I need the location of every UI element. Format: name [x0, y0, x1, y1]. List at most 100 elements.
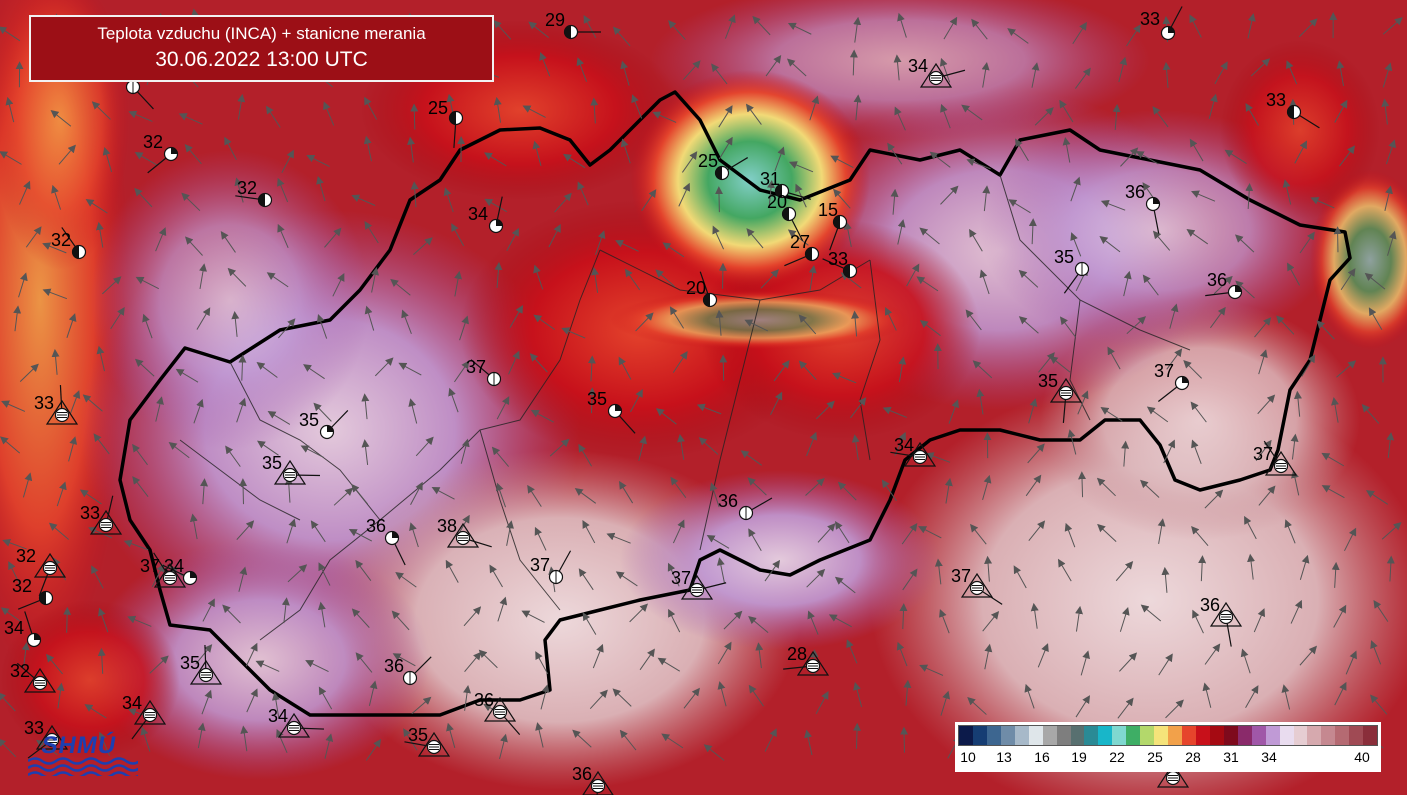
wind-arrow — [238, 566, 248, 592]
wind-arrow — [494, 261, 503, 288]
wind-arrow — [837, 481, 857, 501]
wind-arrow — [764, 559, 781, 582]
legend-color-bar — [958, 725, 1378, 746]
wind-arrow — [266, 272, 289, 288]
wind-arrow — [168, 441, 190, 459]
station-temperature: 36 — [1207, 270, 1227, 290]
wind-arrow — [300, 445, 324, 458]
country-border — [118, 90, 1352, 717]
wind-arrow — [398, 362, 422, 376]
wind-arrow — [351, 608, 370, 628]
haze-triangle-icon — [417, 731, 451, 757]
wind-arrow — [281, 149, 294, 173]
map-timestamp: 30.06.2022 13:00 UTC — [155, 48, 368, 71]
weather-station: 27 — [784, 232, 820, 267]
wind-arrow — [236, 520, 255, 540]
wind-arrow — [256, 362, 278, 378]
wind-arrow — [1258, 485, 1276, 506]
wind-arrow — [582, 612, 597, 635]
wind-arrow — [134, 187, 153, 208]
cloud-cover-fill-icon — [1153, 197, 1160, 204]
wind-arrow — [93, 433, 110, 455]
wind-arrow — [1282, 179, 1292, 205]
weather-station: 36 — [1205, 270, 1243, 300]
wind-arrow — [591, 267, 600, 293]
wind-arrow — [717, 681, 727, 707]
wind-arrow — [391, 610, 410, 631]
wind-arrow — [832, 372, 857, 384]
wind-arrow — [916, 276, 939, 292]
wind-arrow — [929, 151, 951, 168]
wind-arrow — [540, 684, 550, 710]
haze-triangle-icon — [919, 62, 953, 88]
wind-arrow — [368, 680, 378, 706]
wind-arrow — [718, 136, 733, 160]
wind-arrow — [134, 358, 155, 377]
stations-layer: 2920253232323425312015273320333433363536… — [4, 6, 1320, 795]
wind-arrow — [897, 12, 907, 38]
wind-arrow — [940, 103, 951, 129]
wind-arrow — [128, 110, 153, 122]
weather-station: 36 — [366, 516, 406, 566]
wind-arrow — [1018, 269, 1039, 288]
wind-arrow — [984, 555, 993, 582]
wind-arrow — [894, 431, 906, 456]
wind-arrow — [715, 309, 724, 336]
wind-arrow — [1333, 604, 1347, 628]
wind-arrow — [1059, 316, 1077, 338]
wind-arrow — [806, 431, 818, 457]
wind-arrow — [853, 722, 862, 749]
weather-station: 31 — [760, 169, 812, 200]
wind-arrow — [69, 390, 81, 415]
wind-arrow — [1299, 554, 1310, 580]
wind-arrow — [669, 306, 685, 329]
weather-station: 35 — [262, 453, 321, 485]
wind-arrow — [1204, 489, 1224, 509]
wind-arrow — [576, 57, 587, 82]
cloud-cover-fill-icon — [39, 591, 46, 605]
station-temperature: 34 — [894, 435, 914, 455]
wind-arrow — [943, 16, 958, 40]
wind-arrow — [1158, 653, 1173, 676]
wind-arrow — [1202, 682, 1212, 708]
wind-arrow — [574, 487, 597, 504]
wind-arrow — [463, 685, 472, 711]
wind-arrow — [967, 697, 987, 715]
wind-arrow — [748, 684, 764, 707]
wind-arrow — [371, 266, 380, 293]
wind-arrow — [415, 436, 434, 457]
wind-arrow — [1286, 60, 1298, 85]
weather-station: 37 — [530, 550, 572, 585]
wind-arrow — [1008, 199, 1031, 214]
wind-arrow — [1075, 67, 1091, 89]
wind-arrow — [231, 310, 240, 337]
wind-arrow — [196, 307, 211, 330]
wind-arrow — [853, 94, 862, 121]
weather-station: 37 — [466, 357, 502, 387]
wind-arrow — [484, 198, 508, 213]
logo-text: SHMÚ — [39, 732, 119, 759]
legend-tick-label: 34 — [1261, 749, 1277, 765]
station-temperature: 32 — [51, 230, 71, 250]
wind-arrow — [982, 474, 992, 501]
wind-arrow — [562, 153, 586, 169]
wind-arrow — [806, 568, 826, 588]
wind-arrow — [91, 565, 104, 589]
wind-arrow — [1123, 270, 1132, 297]
wind-arrow — [1373, 599, 1389, 622]
station-temperature: 34 — [908, 56, 928, 76]
cloud-cover-fill-icon — [833, 215, 840, 229]
station-temperature: 37 — [140, 556, 160, 576]
wind-arrow — [549, 438, 570, 457]
haze-triangle-icon — [960, 572, 994, 598]
weather-station: 33 — [34, 385, 79, 425]
wind-arrow — [1340, 268, 1356, 291]
legend-color-swatch — [986, 726, 1001, 745]
wind-arrow — [748, 528, 762, 552]
wind-arrow — [696, 403, 722, 415]
wind-arrow — [1096, 477, 1116, 497]
haze-triangle-icon — [1156, 762, 1190, 788]
weather-station: 32 — [16, 546, 67, 597]
wind-arrow — [1321, 452, 1345, 467]
wind-arrow — [317, 601, 326, 628]
